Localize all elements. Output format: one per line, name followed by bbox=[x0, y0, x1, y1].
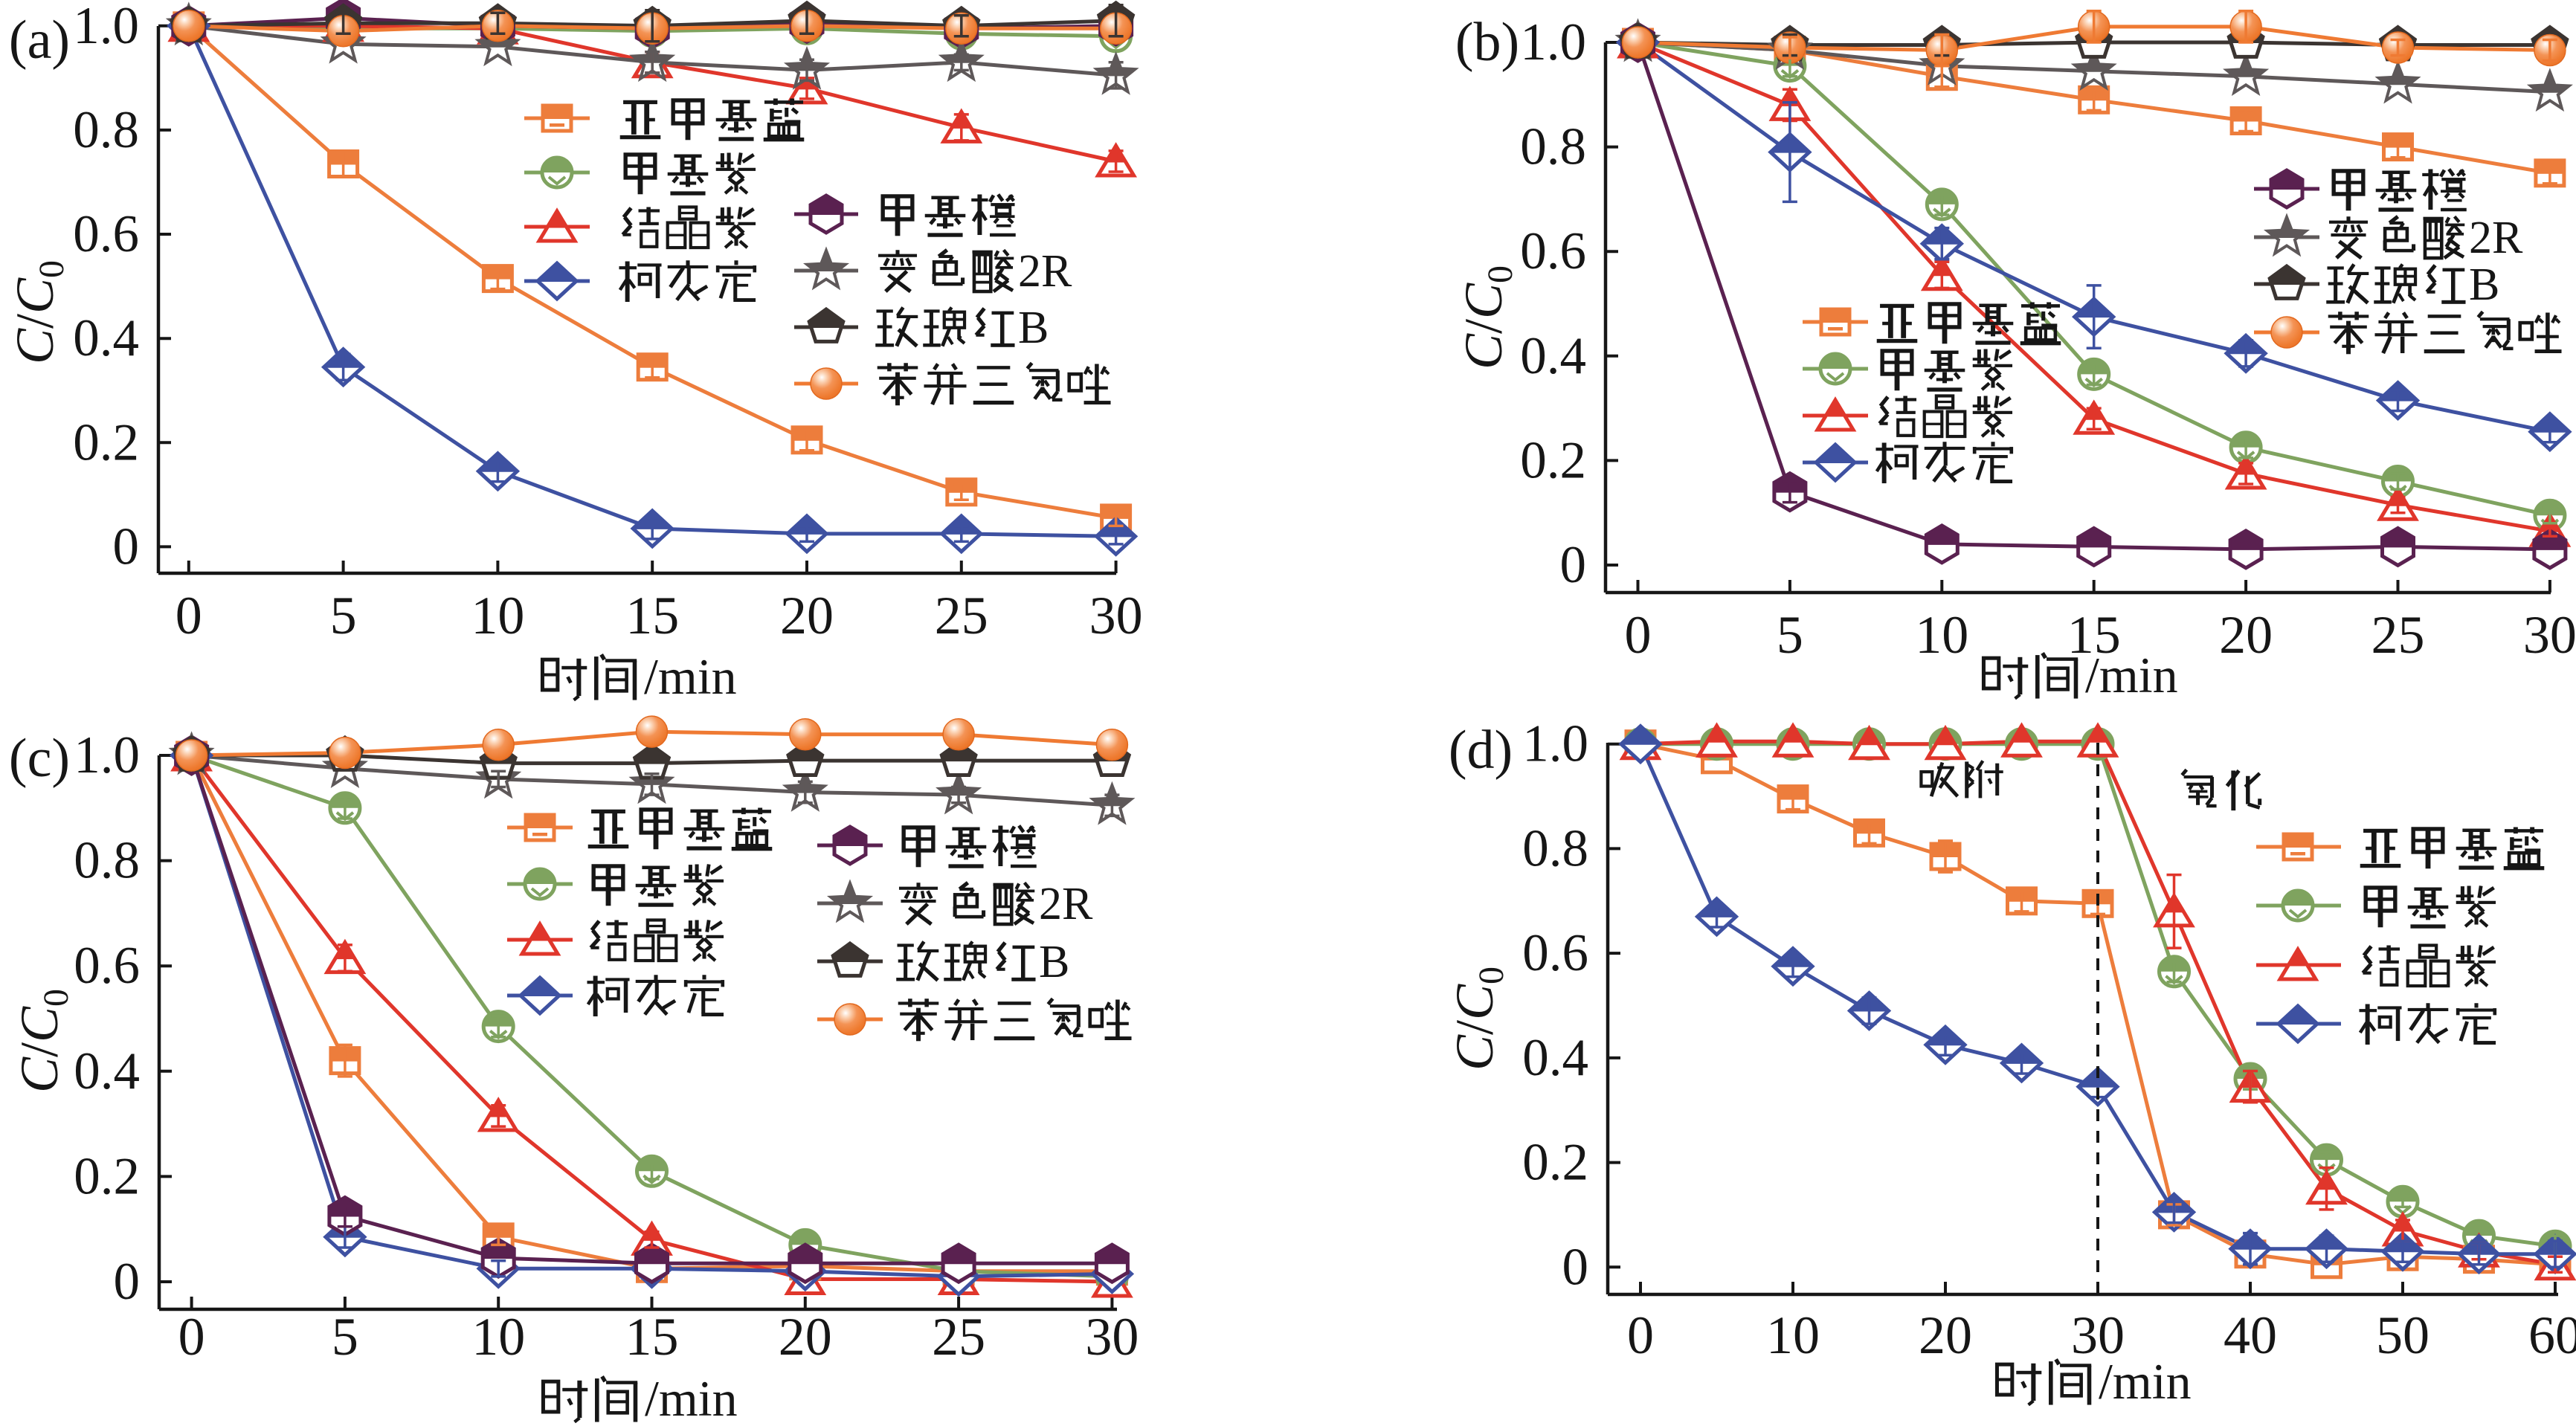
svg-text:C/C0: C/C0 bbox=[5, 260, 71, 364]
svg-text:0.6: 0.6 bbox=[1520, 222, 1586, 280]
svg-text:0.6: 0.6 bbox=[1522, 924, 1588, 982]
svg-text:0.8: 0.8 bbox=[73, 101, 139, 159]
svg-text:25: 25 bbox=[2371, 605, 2425, 665]
svg-text:20: 20 bbox=[779, 1307, 832, 1367]
svg-text:0.8: 0.8 bbox=[74, 832, 140, 890]
svg-text:30: 30 bbox=[1085, 1307, 1139, 1367]
svg-text:0.2: 0.2 bbox=[1522, 1134, 1588, 1192]
svg-text:0.6: 0.6 bbox=[73, 205, 139, 263]
svg-text:15: 15 bbox=[2067, 605, 2121, 665]
svg-text:0: 0 bbox=[1560, 536, 1587, 594]
svg-text:15: 15 bbox=[625, 586, 679, 645]
svg-text:5: 5 bbox=[332, 1307, 358, 1367]
svg-text:C/C0: C/C0 bbox=[10, 989, 76, 1093]
svg-text:0.8: 0.8 bbox=[1522, 819, 1588, 877]
svg-text:50: 50 bbox=[2376, 1306, 2430, 1365]
svg-text:0.4: 0.4 bbox=[74, 1042, 140, 1100]
svg-text:10: 10 bbox=[471, 586, 524, 645]
svg-text:0: 0 bbox=[178, 1307, 205, 1367]
svg-text:0.4: 0.4 bbox=[1520, 327, 1586, 385]
svg-text:0: 0 bbox=[113, 517, 140, 575]
svg-text:/min: /min bbox=[2085, 647, 2178, 703]
svg-text:B: B bbox=[1039, 937, 1069, 987]
svg-text:0.2: 0.2 bbox=[73, 413, 139, 471]
svg-text:20: 20 bbox=[780, 586, 834, 645]
svg-text:0.6: 0.6 bbox=[74, 937, 140, 995]
svg-text:20: 20 bbox=[2219, 605, 2273, 665]
svg-text:1.0: 1.0 bbox=[74, 726, 140, 784]
svg-text:1.0: 1.0 bbox=[73, 0, 139, 55]
svg-text:0: 0 bbox=[176, 586, 202, 645]
svg-text:25: 25 bbox=[935, 586, 988, 645]
svg-text:10: 10 bbox=[471, 1307, 525, 1367]
svg-text:B: B bbox=[2469, 259, 2499, 310]
svg-text:1.0: 1.0 bbox=[1520, 13, 1586, 71]
svg-text:(c): (c) bbox=[9, 728, 70, 789]
svg-text:2R: 2R bbox=[1039, 879, 1093, 929]
svg-text:B: B bbox=[1018, 303, 1049, 353]
svg-text:0.2: 0.2 bbox=[1520, 431, 1586, 489]
svg-text:/min: /min bbox=[645, 1370, 738, 1426]
svg-text:0.8: 0.8 bbox=[1520, 118, 1586, 176]
svg-text:2R: 2R bbox=[1018, 246, 1072, 297]
svg-text:0.4: 0.4 bbox=[73, 309, 139, 367]
svg-text:15: 15 bbox=[625, 1307, 679, 1367]
svg-text:30: 30 bbox=[2523, 605, 2576, 665]
svg-text:0: 0 bbox=[1627, 1306, 1654, 1365]
svg-text:C/C0: C/C0 bbox=[1454, 265, 1520, 370]
svg-text:(a): (a) bbox=[9, 10, 70, 71]
svg-text:/min: /min bbox=[644, 648, 737, 705]
svg-text:(b): (b) bbox=[1455, 12, 1519, 73]
svg-text:25: 25 bbox=[932, 1307, 985, 1367]
svg-text:(d): (d) bbox=[1449, 720, 1513, 781]
svg-text:0: 0 bbox=[114, 1253, 141, 1311]
svg-text:0: 0 bbox=[1562, 1238, 1589, 1296]
svg-text:/min: /min bbox=[2099, 1353, 2192, 1410]
svg-text:5: 5 bbox=[1777, 605, 1803, 665]
svg-text:20: 20 bbox=[1919, 1306, 1972, 1365]
svg-text:10: 10 bbox=[1915, 605, 1968, 665]
svg-text:2R: 2R bbox=[2469, 213, 2523, 263]
svg-text:0.4: 0.4 bbox=[1522, 1029, 1588, 1087]
svg-text:5: 5 bbox=[330, 586, 357, 645]
svg-text:0: 0 bbox=[1625, 605, 1652, 665]
svg-text:30: 30 bbox=[1089, 586, 1143, 645]
svg-text:60: 60 bbox=[2528, 1306, 2576, 1365]
svg-text:30: 30 bbox=[2071, 1306, 2125, 1365]
svg-text:0.2: 0.2 bbox=[74, 1147, 140, 1205]
svg-text:40: 40 bbox=[2224, 1306, 2277, 1365]
svg-text:10: 10 bbox=[1766, 1306, 1820, 1365]
svg-text:C/C0: C/C0 bbox=[1445, 967, 1511, 1071]
svg-text:1.0: 1.0 bbox=[1522, 715, 1588, 773]
